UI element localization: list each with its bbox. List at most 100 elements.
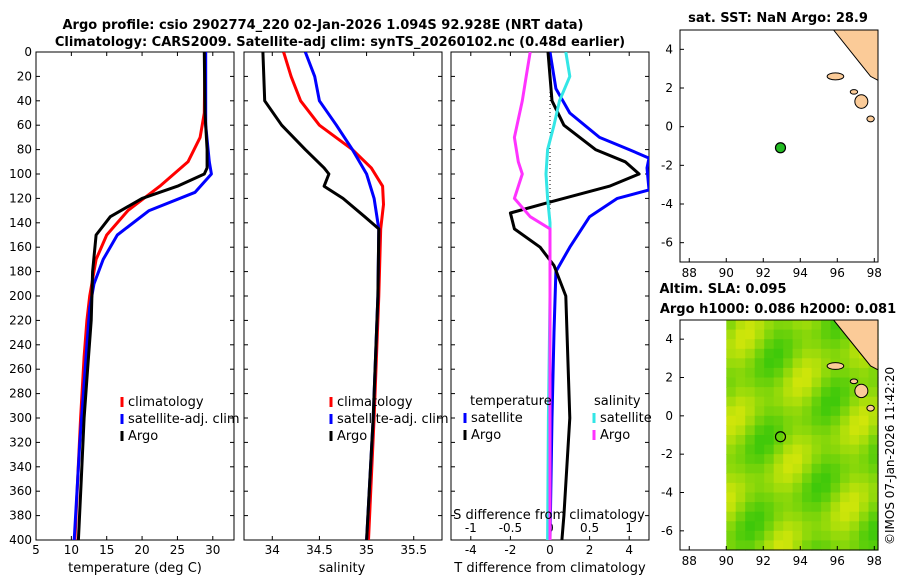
sla-heatmap-cell: [735, 463, 746, 474]
sla-heatmap-cell: [868, 482, 879, 494]
sla-heatmap-cell: [792, 454, 803, 465]
sst_map-ytick-label: -6: [661, 236, 673, 250]
sla-heatmap-cell: [792, 387, 803, 398]
sla-heatmap-cell: [840, 415, 851, 426]
sla-heatmap-cell: [859, 406, 870, 417]
sla-heatmap-cell: [792, 339, 803, 350]
sst_map-island: [866, 115, 875, 123]
sla-heatmap-cell: [802, 521, 813, 532]
sla-heatmap-cell: [745, 444, 756, 455]
sla-heatmap-cell: [811, 425, 822, 436]
sla-heatmap-cell: [773, 540, 784, 551]
difference-xtick-label: -4: [465, 543, 477, 557]
sla-heatmap-cell: [745, 339, 756, 350]
sla-heatmap-cell: [745, 454, 756, 465]
sla-heatmap-cell: [764, 320, 775, 331]
sla-heatmap-cell: [821, 377, 832, 388]
temperature-xlabel: temperature (deg C): [68, 561, 202, 576]
sla-heatmap-cell: [868, 415, 879, 426]
sla-heatmap-cell: [821, 435, 832, 446]
sla-heatmap-cell: [868, 530, 879, 541]
sla-heatmap-cell: [783, 339, 794, 350]
depth-tick-label: 220: [9, 313, 32, 327]
legend-label: climatology: [128, 395, 204, 410]
sla-heatmap-cell: [868, 377, 879, 388]
sla-heatmap-cell: [783, 367, 794, 379]
series-line-salinity-argo: [512, 52, 552, 540]
sla-heatmap-cell: [821, 406, 832, 417]
sla-heatmap-cell: [754, 492, 765, 503]
sla-heatmap-cell: [849, 348, 860, 359]
sla_map-ytick-label: -2: [661, 447, 673, 461]
sla-heatmap-cell: [783, 329, 794, 340]
sla-heatmap-cell: [754, 320, 765, 331]
sla-heatmap-cell: [754, 396, 765, 407]
sla-heatmap-cell: [849, 463, 860, 474]
sla-heatmap-cell: [792, 530, 803, 541]
sla-heatmap-cell: [783, 521, 794, 532]
sla-heatmap-cell: [764, 435, 775, 446]
depth-tick-label: 240: [9, 338, 32, 352]
depth-tick-label: 320: [9, 435, 32, 449]
sst_map-xtick-label: 98: [867, 266, 882, 280]
sla-heatmap-cell: [811, 502, 822, 513]
sla-heatmap-cell: [792, 482, 803, 494]
sla-heatmap-cell: [859, 530, 870, 541]
sla-heatmap-cell: [764, 454, 775, 465]
sla_map-ytick-label: 0: [665, 409, 673, 423]
sla-heatmap-cell: [773, 329, 784, 340]
temperature-xtick-label: 30: [205, 543, 220, 557]
sla-heatmap-cell: [811, 473, 822, 484]
sla-heatmap-cell: [802, 454, 813, 465]
sla-heatmap-cell: [868, 511, 879, 522]
sla-heatmap-cell: [859, 540, 870, 551]
sla-heatmap-cell: [792, 502, 803, 513]
sla-heatmap-cell: [783, 454, 794, 465]
sla-heatmap-cell: [735, 540, 746, 551]
sst_map-ytick-label: 0: [665, 120, 673, 134]
sla-heatmap-cell: [726, 425, 737, 436]
diff-top-tick-label: 1: [625, 521, 633, 535]
depth-tick-label: 400: [9, 533, 32, 547]
sla_map-xtick-label: 94: [793, 554, 808, 568]
sla-heatmap-cell: [745, 482, 756, 494]
sla-heatmap-cell: [840, 396, 851, 407]
sla-heatmap-cell: [811, 444, 822, 455]
sla-heatmap-cell: [726, 339, 737, 350]
sla-heatmap-cell: [811, 329, 822, 340]
difference-panel: -4-2024-1-0.500.51temperaturesalinitysat…: [450, 51, 652, 557]
sla-heatmap-cell: [754, 377, 765, 388]
sla-heatmap-cell: [745, 435, 756, 446]
depth-tick-label: 260: [9, 362, 32, 376]
sla-heatmap-cell: [745, 406, 756, 417]
depth-tick-label: 140: [9, 216, 32, 230]
sla-heatmap-cell: [773, 358, 784, 369]
diff-xlabel-bottom: T difference from climatology: [453, 561, 646, 576]
sla-heatmap-cell: [840, 406, 851, 417]
sla-heatmap-cell: [726, 492, 737, 503]
sla-heatmap-cell: [783, 473, 794, 484]
sla-heatmap-cell: [840, 492, 851, 503]
depth-tick-label: 80: [17, 143, 32, 157]
sla-heatmap-cell: [773, 502, 784, 513]
sla-heatmap-cell: [764, 415, 775, 426]
sla-heatmap-cell: [783, 396, 794, 407]
depth-tick-label: 360: [9, 484, 32, 498]
sla-heatmap-cell: [802, 530, 813, 541]
sla-heatmap-cell: [773, 320, 784, 331]
sla-heatmap-cell: [754, 521, 765, 532]
sla-heatmap-cell: [859, 396, 870, 407]
sla-heatmap-cell: [849, 435, 860, 446]
sla-heatmap-cell: [735, 482, 746, 494]
sla-heatmap-cell: [792, 425, 803, 436]
sla-heatmap-cell: [783, 415, 794, 426]
depth-tick-label: 0: [24, 45, 32, 59]
difference-xtick-label: 4: [625, 543, 633, 557]
sla-heatmap-cell: [811, 367, 822, 379]
sla-heatmap-cell: [821, 396, 832, 407]
sla-heatmap-cell: [802, 473, 813, 484]
sla-heatmap-cell: [783, 435, 794, 446]
legend-label: satellite: [471, 411, 523, 426]
diff-top-tick-label: -1: [465, 521, 477, 535]
sla_map-xtick-label: 92: [756, 554, 771, 568]
